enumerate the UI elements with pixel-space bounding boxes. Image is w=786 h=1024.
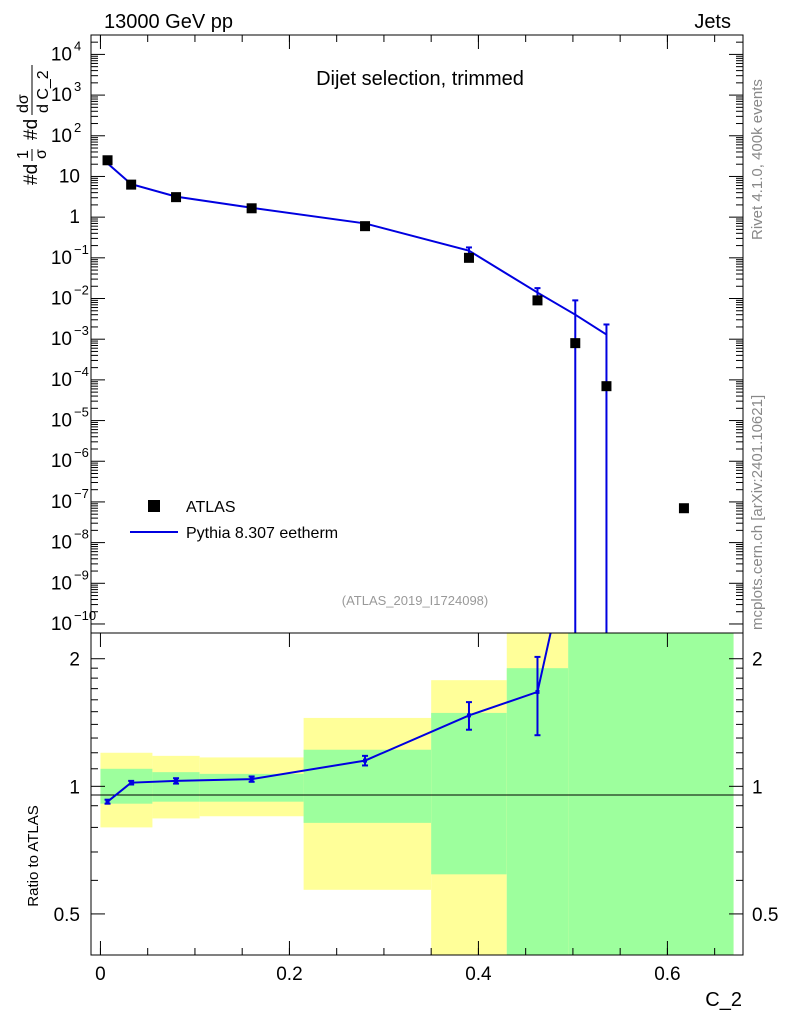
- main-ytick-exponent: −8: [74, 527, 89, 542]
- main-ytick-exponent: 3: [74, 79, 81, 94]
- plot-title: Dijet selection, trimmed: [316, 68, 524, 90]
- ratio-ylabel: Ratio to ATLAS: [25, 805, 42, 906]
- ratio-point: [466, 713, 471, 718]
- main-ytick-label: 1: [69, 207, 80, 228]
- ratio-point: [174, 778, 179, 783]
- legend-data-marker: [148, 500, 160, 512]
- ratio-point: [363, 758, 368, 763]
- main-ytick-exponent: −1: [74, 242, 89, 257]
- main-ytick-exponent: −4: [74, 364, 89, 379]
- data-point: [463, 252, 474, 263]
- mcplots-info: mcplots.cern.ch [arXiv:2401.10621]: [749, 395, 766, 630]
- category-label: Jets: [694, 11, 731, 33]
- ratio-ytick-label: 2: [69, 650, 80, 671]
- main-ytick-label: 10: [51, 533, 72, 554]
- data-point: [102, 155, 113, 166]
- ratio-point: [249, 777, 254, 782]
- data-series: [102, 155, 689, 514]
- main-ytick-label: 10: [51, 44, 72, 65]
- xtick-label: 0: [95, 964, 106, 985]
- main-ytick-exponent: −5: [74, 405, 89, 420]
- ratio-series: [104, 633, 552, 805]
- ratio-ytick-label-right: 2: [752, 650, 763, 671]
- legend: ATLAS Pythia 8.307 eetherm: [130, 499, 338, 542]
- data-point: [532, 295, 543, 306]
- main-ytick-exponent: −6: [74, 445, 89, 460]
- main-ytick-label: 10: [51, 411, 72, 432]
- main-ytick-label: 10: [51, 451, 72, 472]
- mc-series: [106, 162, 610, 633]
- main-ytick-label: 10: [51, 126, 72, 147]
- data-point: [171, 192, 182, 203]
- main-ytick-exponent: −10: [74, 608, 96, 623]
- ratio-frame: [90, 632, 744, 956]
- rivet-info: Rivet 4.1.0, 400k events: [749, 79, 766, 240]
- xtick-label: 0.6: [654, 964, 680, 985]
- ratio-panel: 0.5 0.5 1 1 2 2 0 0.2 0.4 0.6: [54, 632, 779, 985]
- svg-text:#d: #d: [21, 164, 42, 185]
- main-ylabel: #d 1 σ #d dσ d C_2: [15, 65, 52, 185]
- main-frame: [90, 34, 744, 634]
- band-inner: [431, 712, 507, 875]
- ratio-line: [106, 633, 552, 803]
- beam-label: 13000 GeV pp: [104, 11, 233, 33]
- ratio-point: [535, 689, 540, 694]
- main-ytick-label: 10: [51, 370, 72, 391]
- analysis-id: (ATLAS_2019_I1724098): [342, 593, 488, 608]
- main-ytick-exponent: −2: [74, 283, 89, 298]
- main-ytick-label: 10: [59, 166, 80, 187]
- xtick-label: 0.2: [276, 964, 302, 985]
- data-point: [246, 203, 257, 214]
- ratio-x-axis: 0 0.2 0.4 0.6: [95, 633, 716, 985]
- x-axis-label: C_2: [705, 989, 742, 1011]
- main-ytick-exponent: −9: [74, 567, 89, 582]
- main-ytick-label: 10: [51, 573, 72, 594]
- ratio-ytick-label-right: 0.5: [752, 905, 778, 926]
- data-point: [126, 179, 137, 190]
- legend-mc-label: Pythia 8.307 eetherm: [186, 525, 338, 542]
- main-ytick-label: 10: [51, 329, 72, 350]
- mc-line: [106, 162, 607, 336]
- ratio-ytick-label: 0.5: [54, 905, 80, 926]
- svg-text:dσ: dσ: [15, 94, 32, 113]
- main-ytick-label: 10: [51, 85, 72, 106]
- main-ytick-label: 10: [51, 289, 72, 310]
- main-ytick-exponent: −3: [74, 323, 89, 338]
- band-inner: [303, 749, 432, 823]
- svg-text:d C_2: d C_2: [35, 70, 52, 113]
- xtick-label: 0.4: [465, 964, 492, 985]
- ratio-point: [129, 780, 134, 785]
- legend-data-label: ATLAS: [186, 499, 236, 516]
- main-ytick-exponent: 4: [74, 38, 81, 53]
- data-point: [601, 381, 612, 392]
- ratio-ytick-label-right: 1: [752, 777, 763, 798]
- svg-text:1: 1: [15, 150, 32, 159]
- svg-text:#d: #d: [21, 119, 42, 140]
- band-inner: [152, 772, 200, 802]
- data-point: [678, 503, 689, 514]
- main-ytick-label: 10: [51, 614, 72, 635]
- data-point: [570, 338, 581, 349]
- data-point: [360, 221, 371, 232]
- main-ytick-exponent: 2: [74, 120, 81, 135]
- ratio-y-axis: 0.5 0.5 1 1 2 2: [54, 650, 779, 926]
- main-ytick-exponent: −7: [74, 486, 89, 501]
- main-ytick-label: 10: [51, 492, 72, 513]
- ratio-point: [105, 799, 110, 804]
- main-ytick-label: 10: [51, 248, 72, 269]
- band-inner: [568, 633, 734, 955]
- svg-text:σ: σ: [33, 149, 50, 159]
- ratio-ytick-label: 1: [69, 777, 80, 798]
- uncertainty-bands: [100, 633, 734, 955]
